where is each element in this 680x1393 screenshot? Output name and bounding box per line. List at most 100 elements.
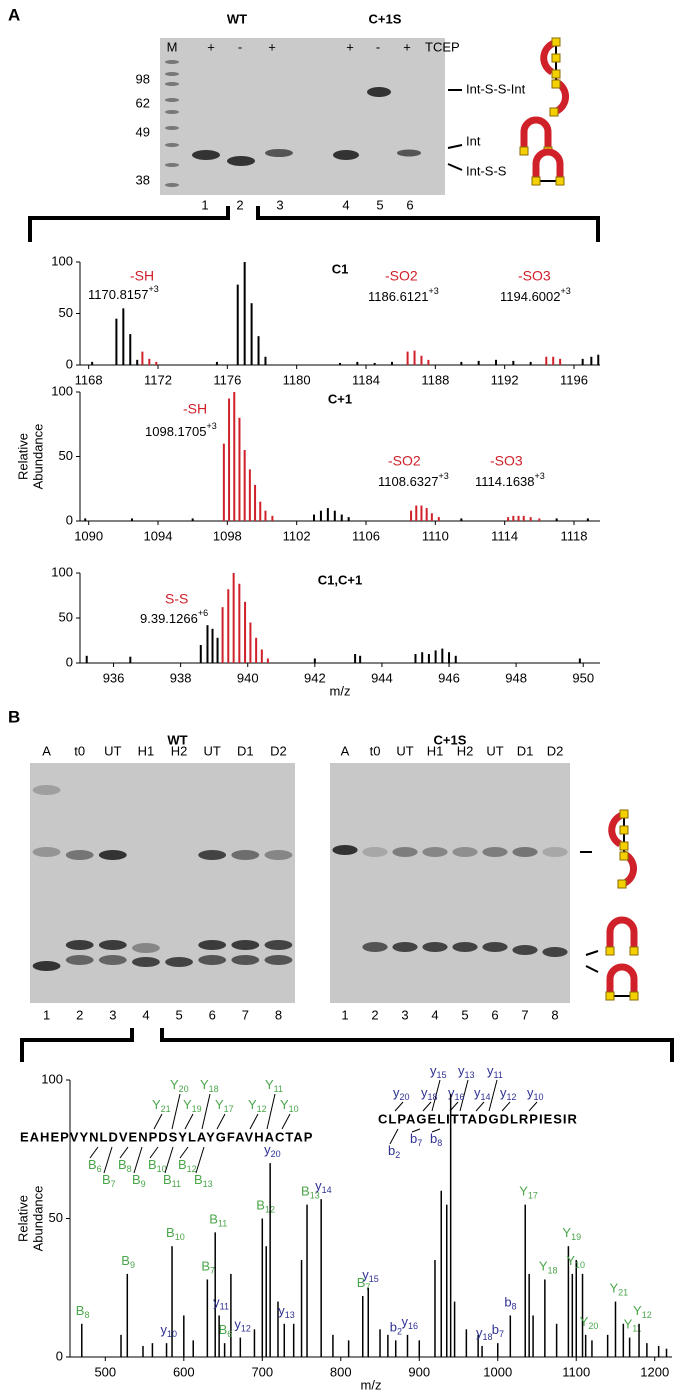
gel-band <box>482 847 508 857</box>
open-icon <box>606 920 638 955</box>
fragment-tick <box>179 1146 189 1159</box>
lane-number: 5 <box>175 1007 182 1022</box>
fragment-tick <box>281 1113 291 1130</box>
gel-band <box>512 945 538 955</box>
ion-index: 2 <box>397 1327 402 1337</box>
lane-number: 8 <box>275 1007 282 1022</box>
mass: 1098.1705 <box>145 424 206 439</box>
lane-marker: - <box>238 39 242 54</box>
ion-letter: y <box>527 1085 534 1100</box>
marker-ladder <box>165 60 179 187</box>
ion-index: 18 <box>483 1332 493 1342</box>
fragment-tick <box>133 1146 143 1174</box>
fragment-label: b8 <box>430 1131 442 1148</box>
ion-index: 15 <box>369 1274 379 1284</box>
fragment-label: Y10 <box>280 1097 299 1114</box>
ion-index: 8 <box>437 1138 442 1148</box>
y-axis-label: Abundance <box>30 424 45 490</box>
x-tick-label: 1188 <box>421 372 449 387</box>
ion-letter: y <box>458 1063 465 1078</box>
lane-marker: + <box>268 39 276 54</box>
fragment-tick <box>164 1146 174 1174</box>
fragment-label: Y19 <box>183 1097 202 1114</box>
lane-label: UT <box>104 743 121 758</box>
gel-band <box>392 942 418 952</box>
peak-label: Y20 <box>580 1314 599 1331</box>
ion-index: 20 <box>400 1092 410 1102</box>
ion-letter: Y <box>248 1097 257 1112</box>
fragment-label: B8 <box>118 1157 132 1174</box>
ion-index: 19 <box>571 1233 581 1243</box>
ion-index: 13 <box>310 1191 320 1201</box>
ion-index: 14 <box>481 1092 491 1102</box>
gel-band <box>362 942 388 952</box>
fragment-tick <box>103 1146 113 1174</box>
gel-band <box>264 850 293 860</box>
peak-label: b2 <box>390 1320 402 1337</box>
ion-letter: B <box>121 1253 130 1268</box>
ion-index: 8 <box>84 1310 89 1320</box>
gel-band <box>198 955 227 965</box>
lane-label: H1 <box>138 743 155 758</box>
fragment-label: B6 <box>88 1157 102 1174</box>
y-tick-label: 50 <box>59 305 73 320</box>
gel-band <box>512 847 538 857</box>
ion-index: 7 <box>417 1138 422 1148</box>
gel-band <box>362 847 388 857</box>
peak-label: Y18 <box>539 1259 558 1276</box>
ion-letter: y <box>448 1085 455 1100</box>
gel-band <box>165 957 193 967</box>
gel-band <box>542 847 568 857</box>
fragment-label: Y17 <box>215 1097 234 1114</box>
lane-number: 1 <box>201 197 208 212</box>
lane-label: UT <box>396 743 413 758</box>
fragment-tick <box>411 1128 421 1133</box>
lane-number: 2 <box>76 1007 83 1022</box>
peak-label: Y17 <box>519 1184 538 1201</box>
lane-marker: M <box>167 39 178 54</box>
peak-label: b7 <box>492 1323 504 1340</box>
ion-letter: B <box>209 1212 218 1227</box>
peak-label: y15 <box>362 1267 379 1284</box>
lane-number: 8 <box>551 1007 558 1022</box>
ion-letter: Y <box>562 1226 571 1241</box>
ion-index: 7 <box>499 1330 504 1340</box>
gel-band <box>65 955 94 965</box>
y-tick-label: 100 <box>51 564 73 579</box>
fragment-label: y12 <box>500 1085 517 1102</box>
gel-band <box>65 850 94 860</box>
peak-label: y12 <box>234 1317 251 1334</box>
gel-band <box>198 850 227 860</box>
ion-letter: Y <box>519 1184 528 1199</box>
ion-index: 21 <box>618 1288 628 1298</box>
ion-letter: Y <box>215 1097 224 1112</box>
ion-letter: B <box>148 1157 157 1172</box>
lane-number: 2 <box>236 197 243 212</box>
peak-label: y18 <box>476 1325 493 1342</box>
peak-label: y20 <box>264 1143 281 1160</box>
ion-index: 10 <box>157 1164 167 1174</box>
ion-letter: y <box>213 1295 220 1310</box>
fragment-label: Y11 <box>265 1077 283 1094</box>
ion-letter: y <box>401 1314 408 1329</box>
y-axis-label: Abundance <box>30 1186 45 1252</box>
annotation-mass: 1170.8157+3 <box>88 284 159 302</box>
annotation-mass: 1194.6002+3 <box>500 286 571 304</box>
ion-letter: y <box>474 1085 481 1100</box>
fragment-tick <box>431 1128 441 1133</box>
ion-index: 9 <box>130 1260 135 1270</box>
ion-index: 9 <box>141 1179 146 1189</box>
lane-number: 4 <box>142 1007 149 1022</box>
y-tick-label: 0 <box>56 1348 63 1363</box>
ion-letter: B <box>102 1172 111 1187</box>
gels: WT A 1 t0 2 UT 3 H1 4 H2 5 UT 6 D1 7 D2 8 C+1S A 1 t0 2 UT 3 H1 4… <box>30 732 570 1022</box>
x-tick-label: 800 <box>330 1364 352 1379</box>
gel-band <box>231 850 260 860</box>
gel-band <box>422 942 448 952</box>
gel-band <box>132 957 160 967</box>
peak-label: y11 <box>213 1295 229 1312</box>
dimer-icon <box>612 810 634 888</box>
ion-letter: y <box>430 1063 437 1078</box>
x-tick-label: 1180 <box>283 372 311 387</box>
peak-label: Y10 <box>566 1253 585 1270</box>
